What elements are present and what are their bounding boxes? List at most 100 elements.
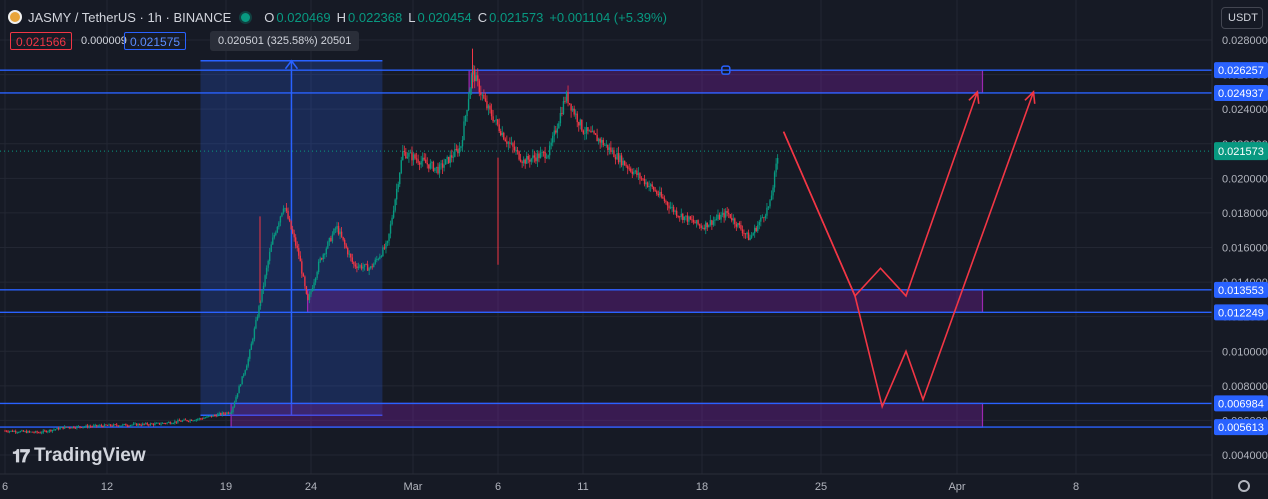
candle-body [189, 419, 191, 422]
currency-selector[interactable]: USDT [1221, 7, 1263, 29]
candle-body [236, 393, 239, 398]
candle-body [763, 217, 765, 219]
candle-body [229, 413, 231, 414]
candle-body [380, 255, 383, 257]
candle-body [585, 127, 588, 134]
candle-body [241, 376, 243, 385]
candle-body [220, 413, 222, 415]
candle-body [627, 166, 629, 169]
candle-body [218, 413, 220, 415]
candle-body [5, 430, 8, 432]
symbol-title[interactable]: JASMY / TetherUS · 1h · BINANCE [28, 9, 232, 25]
candle-body [102, 425, 104, 427]
settings-icon[interactable] [1238, 480, 1250, 492]
candle-body [122, 424, 124, 426]
candle-body [487, 105, 490, 109]
y-tick-label: 0.008000 [1222, 381, 1268, 393]
candle-body [619, 155, 621, 163]
candle-body [758, 221, 760, 226]
candle-body [449, 155, 451, 163]
candle-body [481, 94, 484, 96]
candle-body [533, 155, 536, 158]
candle-body [360, 265, 363, 269]
candle-body [197, 419, 199, 420]
candle-body [310, 291, 312, 295]
candle-body [340, 231, 343, 237]
candle-body [714, 219, 716, 221]
level-price-label: 0.005613 [1218, 422, 1264, 434]
candle-body [571, 108, 574, 111]
candle-body [493, 120, 496, 122]
candle-body [582, 130, 585, 134]
candle-body [36, 431, 38, 433]
candle-body [478, 80, 480, 93]
candle-body [134, 423, 136, 425]
candle-body [625, 165, 627, 167]
candle-body [711, 220, 713, 225]
candle-body [25, 431, 28, 433]
candle-body [703, 227, 705, 230]
candle-body [178, 420, 181, 422]
candle-body [100, 425, 103, 427]
projection-path [782, 91, 1035, 410]
sell-price-button[interactable]: 0.021566 [10, 32, 73, 50]
candle-body [399, 172, 401, 185]
candle-body [501, 132, 503, 136]
candle-body [88, 426, 90, 428]
candle-body [568, 103, 571, 104]
candle-body [712, 220, 715, 225]
candle-body [47, 431, 49, 433]
candle-body [22, 430, 25, 432]
candle-body [109, 424, 112, 426]
candle-body [717, 214, 719, 219]
candle-body [562, 101, 565, 114]
candle-body [278, 222, 280, 227]
candle-body [151, 423, 153, 425]
candle-body [749, 237, 751, 241]
candle-body [409, 152, 412, 154]
candle-body [44, 430, 46, 432]
candle-body [709, 220, 712, 225]
candle-body [142, 423, 144, 426]
candle-body [509, 142, 511, 144]
candle-body [79, 426, 81, 428]
tradingview-logo[interactable]: 𝟏𝟕 TradingView [12, 445, 146, 467]
candle-body [463, 121, 465, 141]
candle-body [302, 273, 305, 277]
candle-body [437, 166, 439, 174]
buy-price-button[interactable]: 0.021575 [124, 32, 187, 50]
candle-body [536, 153, 539, 162]
candle-body [321, 258, 323, 260]
candle-body [284, 208, 286, 210]
candle-body [541, 151, 543, 153]
candle-body [343, 239, 346, 245]
candle-body [389, 224, 392, 234]
candle-body [270, 244, 272, 252]
candle-body [238, 386, 240, 394]
candle-body [369, 266, 372, 269]
level-price-tag [1214, 304, 1268, 321]
candle-body [213, 415, 216, 417]
candle-body [538, 153, 540, 159]
candle-body [183, 419, 185, 421]
candle-body [593, 131, 595, 134]
candle-body [70, 427, 72, 429]
candle-body [53, 429, 55, 431]
candle-body [267, 260, 269, 268]
candle-body [293, 233, 295, 238]
candle-body [132, 423, 135, 425]
candle-body [73, 426, 75, 428]
candle-body [656, 191, 658, 194]
candle-body [67, 427, 69, 429]
candle-body [708, 224, 710, 228]
candle-body [657, 193, 660, 196]
candle-body [622, 160, 624, 166]
candle-body [547, 155, 549, 158]
candle-body [718, 214, 721, 220]
candle-body [215, 415, 217, 417]
candle-body [522, 159, 525, 163]
candle-body [30, 431, 32, 433]
candle-body [555, 130, 557, 133]
candle-body [45, 430, 48, 433]
